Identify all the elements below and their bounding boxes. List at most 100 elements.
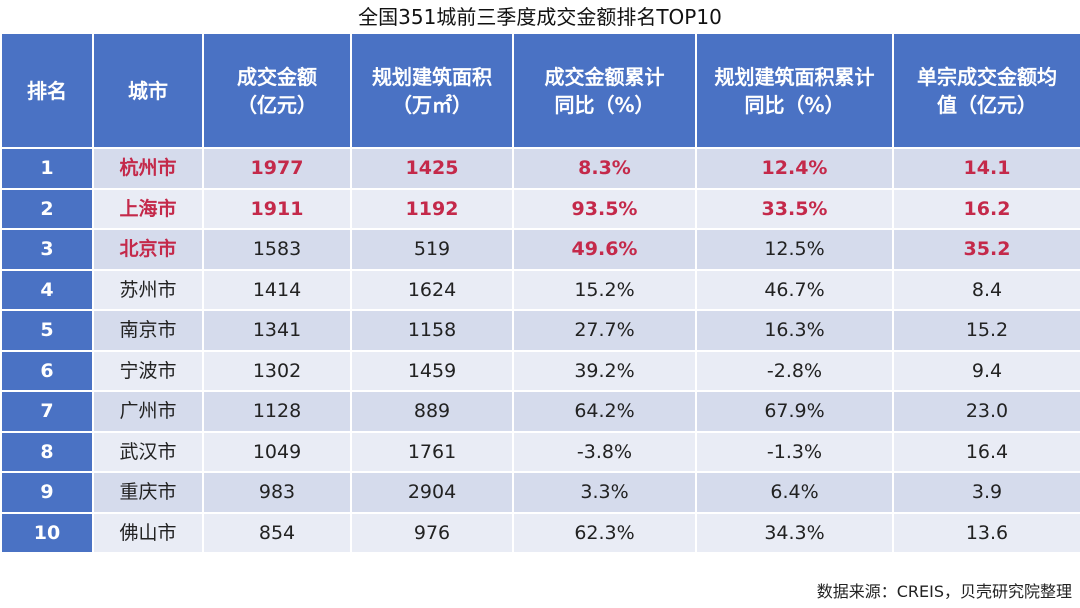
cell-amount-yoy: 3.3% <box>512 471 697 514</box>
header-amount-line: 成交金额 <box>237 64 317 89</box>
cell-amount: 1302 <box>202 349 352 392</box>
cell-area-yoy: 34.3% <box>695 511 894 554</box>
cell-city: 重庆市 <box>92 471 204 514</box>
header-city-line: 城市 <box>128 78 168 103</box>
cell-avg-amount: 35.2 <box>892 228 1080 271</box>
header-area-line: （万㎡） <box>392 92 472 117</box>
cell-area: 1425 <box>350 147 514 190</box>
cell-rank: 7 <box>0 390 94 433</box>
header-amount: 成交金额 （亿元） <box>202 32 352 149</box>
cell-area: 2904 <box>350 471 514 514</box>
cell-avg-amount: 9.4 <box>892 349 1080 392</box>
cell-rank: 4 <box>0 268 94 311</box>
cell-amount-yoy: 15.2% <box>512 268 697 311</box>
cell-area: 1761 <box>350 430 514 473</box>
table-row: 2 上海市 1911 1192 93.5% 33.5% 16.2 <box>0 187 1080 230</box>
cell-amount: 1049 <box>202 430 352 473</box>
cell-rank: 6 <box>0 349 94 392</box>
cell-amount-yoy: 49.6% <box>512 228 697 271</box>
header-amount-yoy-line: 同比（%） <box>554 92 655 117</box>
cell-area: 1459 <box>350 349 514 392</box>
cell-city: 苏州市 <box>92 268 204 311</box>
table-row: 3 北京市 1583 519 49.6% 12.5% 35.2 <box>0 228 1080 271</box>
cell-avg-amount: 14.1 <box>892 147 1080 190</box>
table-row: 5 南京市 1341 1158 27.7% 16.3% 15.2 <box>0 309 1080 352</box>
cell-area-yoy: 6.4% <box>695 471 894 514</box>
cell-amount-yoy: 62.3% <box>512 511 697 554</box>
cell-amount-yoy: -3.8% <box>512 430 697 473</box>
cell-amount-yoy: 8.3% <box>512 147 697 190</box>
cell-city: 南京市 <box>92 309 204 352</box>
cell-avg-amount: 8.4 <box>892 268 1080 311</box>
source-note: 数据来源：CREIS，贝壳研究院整理 <box>816 582 1072 601</box>
header-avg-amount-line: 单宗成交金额均 <box>917 64 1057 89</box>
cell-area-yoy: 12.5% <box>695 228 894 271</box>
header-rank: 排名 <box>0 32 94 149</box>
cell-city: 佛山市 <box>92 511 204 554</box>
cell-area: 889 <box>350 390 514 433</box>
table-row: 4 苏州市 1414 1624 15.2% 46.7% 8.4 <box>0 268 1080 311</box>
cell-area-yoy: -1.3% <box>695 430 894 473</box>
cell-city: 宁波市 <box>92 349 204 392</box>
cell-amount: 854 <box>202 511 352 554</box>
cell-amount-yoy: 64.2% <box>512 390 697 433</box>
cell-area-yoy: 16.3% <box>695 309 894 352</box>
cell-city: 广州市 <box>92 390 204 433</box>
header-area-yoy-line: 规划建筑面积累计 <box>714 64 875 89</box>
cell-area-yoy: 33.5% <box>695 187 894 230</box>
table-row: 10 佛山市 854 976 62.3% 34.3% 13.6 <box>0 511 1080 554</box>
header-amount-yoy: 成交金额累计 同比（%） <box>512 32 697 149</box>
table-row: 7 广州市 1128 889 64.2% 67.9% 23.0 <box>0 390 1080 433</box>
cell-avg-amount: 16.2 <box>892 187 1080 230</box>
table-title: 全国351城前三季度成交金额排名TOP10 <box>358 5 722 29</box>
cell-area: 519 <box>350 228 514 271</box>
table-row: 6 宁波市 1302 1459 39.2% -2.8% 9.4 <box>0 349 1080 392</box>
cell-rank: 5 <box>0 309 94 352</box>
header-rank-line: 排名 <box>27 78 67 103</box>
cell-amount: 1414 <box>202 268 352 311</box>
cell-rank: 2 <box>0 187 94 230</box>
header-area-yoy: 规划建筑面积累计 同比（%） <box>695 32 894 149</box>
cell-avg-amount: 15.2 <box>892 309 1080 352</box>
cell-amount: 983 <box>202 471 352 514</box>
header-city: 城市 <box>92 32 204 149</box>
cell-avg-amount: 13.6 <box>892 511 1080 554</box>
header-avg-amount: 单宗成交金额均 值（亿元） <box>892 32 1080 149</box>
table-body: 1 杭州市 1977 1425 8.3% 12.4% 14.1 2 上海市 1911 1192 93.… <box>0 147 1080 554</box>
cell-city: 上海市 <box>92 187 204 230</box>
cell-amount: 1583 <box>202 228 352 271</box>
cell-amount-yoy: 93.5% <box>512 187 697 230</box>
cell-amount: 1911 <box>202 187 352 230</box>
header-area-yoy-line: 同比（%） <box>744 92 845 117</box>
cell-area: 1158 <box>350 309 514 352</box>
cell-city: 杭州市 <box>92 147 204 190</box>
cell-rank: 3 <box>0 228 94 271</box>
cell-avg-amount: 16.4 <box>892 430 1080 473</box>
cell-rank: 1 <box>0 147 94 190</box>
cell-amount: 1341 <box>202 309 352 352</box>
table-row: 8 武汉市 1049 1761 -3.8% -1.3% 16.4 <box>0 430 1080 473</box>
cell-area-yoy: 12.4% <box>695 147 894 190</box>
cell-rank: 8 <box>0 430 94 473</box>
header-area-line: 规划建筑面积 <box>372 64 492 89</box>
cell-area: 976 <box>350 511 514 554</box>
cell-city: 武汉市 <box>92 430 204 473</box>
cell-area-yoy: 46.7% <box>695 268 894 311</box>
cell-avg-amount: 23.0 <box>892 390 1080 433</box>
table-row: 9 重庆市 983 2904 3.3% 6.4% 3.9 <box>0 471 1080 514</box>
cell-amount: 1977 <box>202 147 352 190</box>
table-row: 1 杭州市 1977 1425 8.3% 12.4% 14.1 <box>0 147 1080 190</box>
header-avg-amount-line: 值（亿元） <box>937 92 1037 117</box>
cell-amount-yoy: 27.7% <box>512 309 697 352</box>
cell-avg-amount: 3.9 <box>892 471 1080 514</box>
cell-area-yoy: -2.8% <box>695 349 894 392</box>
cell-amount-yoy: 39.2% <box>512 349 697 392</box>
header-amount-yoy-line: 成交金额累计 <box>544 64 665 89</box>
cell-city: 北京市 <box>92 228 204 271</box>
header-amount-line: （亿元） <box>237 92 317 117</box>
ranking-table: 排名 城市 成交金额 （亿元） 规划建筑面积 （万㎡） 成交金额累计 同比（%） 规划建筑面积累… <box>0 32 1080 554</box>
cell-rank: 10 <box>0 511 94 554</box>
header-area: 规划建筑面积 （万㎡） <box>350 32 514 149</box>
cell-rank: 9 <box>0 471 94 514</box>
cell-area: 1624 <box>350 268 514 311</box>
